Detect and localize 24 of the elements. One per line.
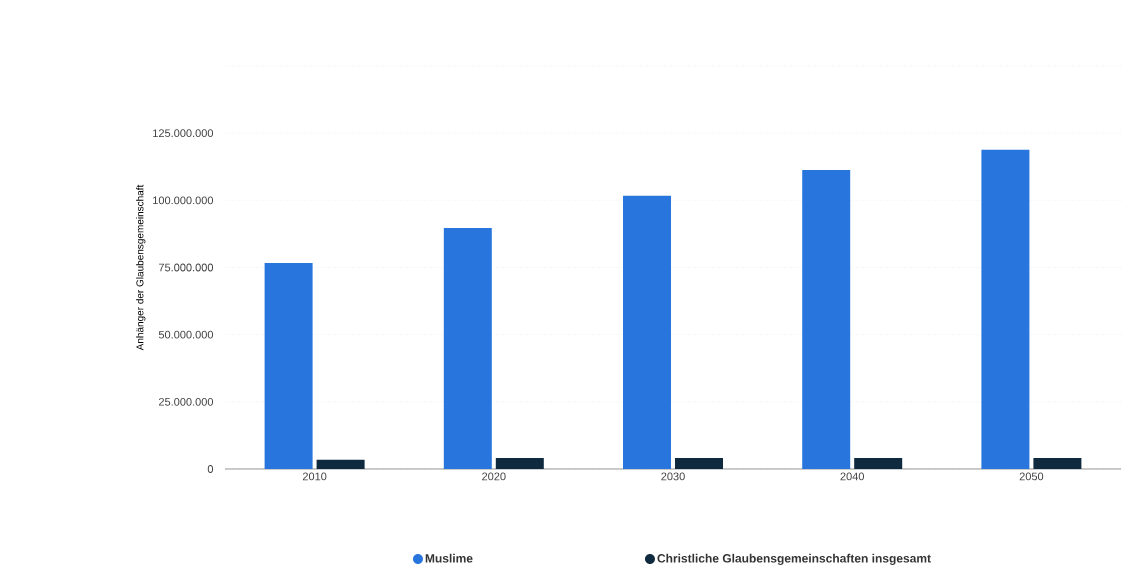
bar — [981, 149, 1030, 469]
x-tick-label: 2030 — [661, 472, 685, 481]
bar — [854, 457, 903, 469]
y-tick-label: 125.000.000 — [153, 129, 214, 138]
bar — [1033, 457, 1082, 469]
bar — [495, 457, 544, 469]
y-tick-label: 50.000.000 — [158, 330, 214, 339]
bar — [623, 195, 672, 469]
y-tick-label: 25.000.000 — [158, 397, 214, 406]
y-tick-label: 0 — [207, 465, 214, 473]
legend-label: Christliche Glaubensgemeinschaften insgesamt — [657, 553, 931, 566]
x-tick-label: 2020 — [482, 472, 506, 481]
x-tick-label: 2050 — [1019, 472, 1044, 481]
y-tick-label: 100.000.000 — [153, 196, 214, 205]
y-axis-title: Anhänger der Glaubensgemeinschaft — [136, 184, 146, 351]
bar — [802, 169, 851, 469]
bar — [675, 457, 723, 469]
y-tick-label: 75.000.000 — [158, 263, 214, 272]
legend-label: Muslime — [425, 553, 473, 563]
bar — [264, 262, 313, 469]
x-tick-label: 2040 — [840, 472, 864, 481]
bar — [443, 228, 492, 469]
bar — [316, 459, 365, 469]
x-tick-label: 2010 — [302, 472, 327, 481]
